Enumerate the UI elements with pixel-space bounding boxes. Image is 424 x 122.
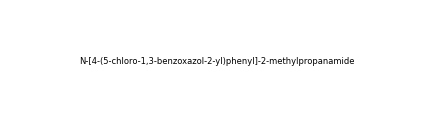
Text: N-[4-(5-chloro-1,3-benzoxazol-2-yl)phenyl]-2-methylpropanamide: N-[4-(5-chloro-1,3-benzoxazol-2-yl)pheny…: [80, 57, 355, 66]
